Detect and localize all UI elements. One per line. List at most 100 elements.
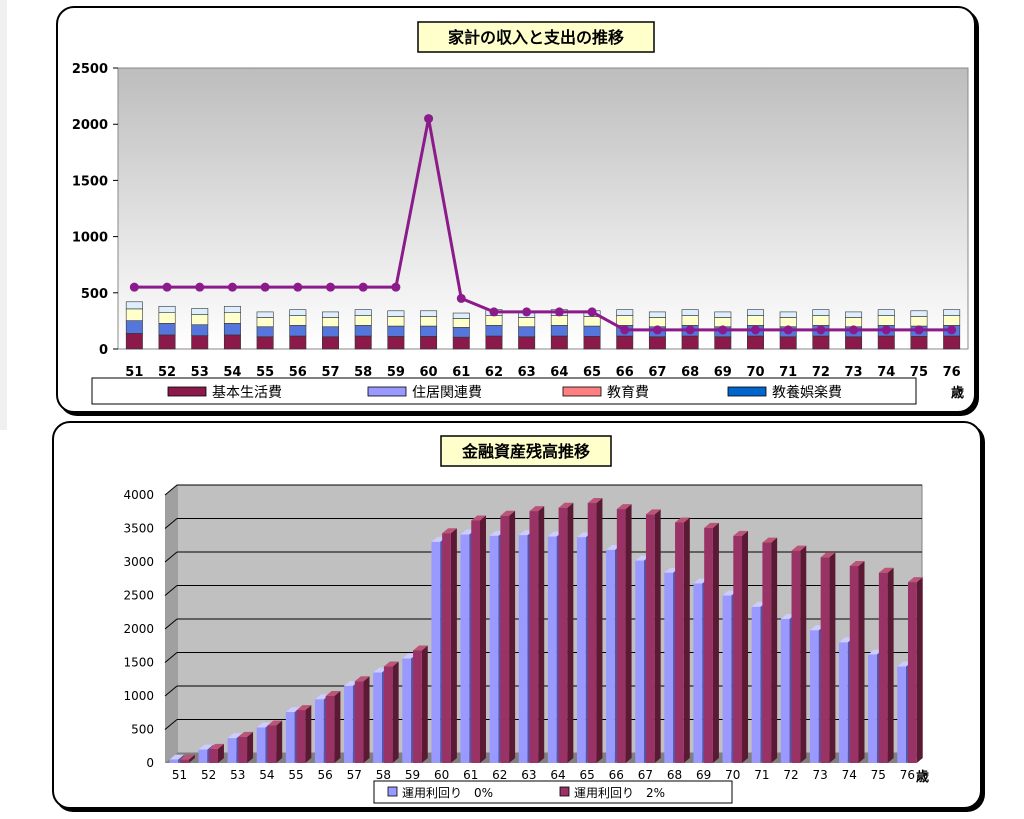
bar-segment xyxy=(420,316,438,327)
bar-segment xyxy=(714,317,732,328)
income-expense-chart-panel: 家計の収入と支出の推移 0 500 1000 1500 2000 2500 51 52 53 5… xyxy=(56,6,976,413)
plot-area xyxy=(117,67,969,350)
bar-side xyxy=(421,645,428,763)
line-point xyxy=(456,293,466,303)
bar-front xyxy=(296,710,306,763)
bar-segment xyxy=(877,309,895,316)
gridline-side xyxy=(164,518,178,529)
x-unit-label: 歳 xyxy=(951,385,964,401)
line-point xyxy=(162,282,172,292)
bar-segment xyxy=(583,336,601,350)
y-tick-label: 500 xyxy=(81,287,108,302)
bar xyxy=(267,720,283,763)
stacked-bar xyxy=(289,309,307,350)
bar-segment xyxy=(223,323,241,336)
line-point xyxy=(849,325,859,335)
x-tick-label: 72 xyxy=(812,365,830,380)
bar-segment xyxy=(387,336,405,350)
bar-top xyxy=(878,567,894,573)
bar-segment xyxy=(191,324,209,336)
bar-front xyxy=(209,748,218,763)
bar-segment xyxy=(550,325,568,337)
x-tick-label: 67 xyxy=(638,768,653,782)
bar-front xyxy=(373,672,382,763)
x-tick-label: 62 xyxy=(485,365,503,380)
bar-segment xyxy=(322,336,339,350)
bar-front xyxy=(169,759,179,763)
bar-segment xyxy=(779,317,797,328)
bar-segment xyxy=(910,310,928,317)
x-tick-label: 60 xyxy=(420,365,438,380)
x-tick-label: 76 xyxy=(900,768,915,782)
bar-front xyxy=(839,642,848,763)
bar-top xyxy=(180,754,195,760)
bar-front xyxy=(413,650,422,763)
legend-item: 基本生活費 xyxy=(167,384,282,401)
bar-front xyxy=(791,550,801,763)
bar-front xyxy=(198,749,208,763)
line-point xyxy=(685,325,695,335)
bar-segment xyxy=(354,325,372,337)
gridline-side xyxy=(164,719,178,730)
legend-label: 住居関連費 xyxy=(412,385,482,401)
bar xyxy=(878,567,894,763)
bar-side xyxy=(771,537,778,763)
x-tick-label: 66 xyxy=(609,768,624,782)
income-line xyxy=(134,118,952,332)
legend-swatch xyxy=(167,386,207,397)
bar-front xyxy=(809,630,819,763)
bar-front xyxy=(354,681,364,763)
x-tick-label: 73 xyxy=(812,768,827,782)
bar-side xyxy=(276,720,283,763)
y-tick-label: 3000 xyxy=(123,555,154,569)
bar-segment xyxy=(812,315,830,326)
x-tick-label: 74 xyxy=(842,768,857,782)
x-tick-label: 52 xyxy=(158,365,176,380)
y-tick-label: 500 xyxy=(131,723,154,737)
bar-top xyxy=(849,561,865,567)
bar-front xyxy=(878,572,888,763)
line-point xyxy=(620,325,630,335)
bar-segment xyxy=(191,335,209,350)
bar xyxy=(675,517,690,763)
bar-side xyxy=(654,509,661,763)
bar-front xyxy=(267,725,277,763)
stacked-bar xyxy=(354,309,372,350)
bar-segment xyxy=(485,325,503,337)
x-tick-label: 71 xyxy=(754,768,769,782)
bar-side xyxy=(450,528,457,763)
bar-front xyxy=(606,549,615,763)
bar-segment xyxy=(420,336,438,350)
bar xyxy=(733,530,749,763)
bar-segment xyxy=(125,320,143,334)
bar-segment xyxy=(681,309,699,316)
bar-segment xyxy=(223,312,241,324)
stacked-bar xyxy=(125,301,143,350)
bar-segment xyxy=(158,312,176,324)
bar-segment xyxy=(648,336,666,350)
bar-top xyxy=(209,743,224,749)
bar-segment xyxy=(452,327,470,338)
bar-segment xyxy=(485,315,503,326)
bar-top xyxy=(675,517,690,523)
bar xyxy=(383,661,399,763)
bar-top xyxy=(238,731,254,737)
bar-segment xyxy=(125,333,143,350)
line-point xyxy=(587,307,597,317)
bar-side xyxy=(247,731,254,763)
bar-side xyxy=(217,743,224,763)
line-point xyxy=(260,282,270,292)
x-tick-label: 61 xyxy=(463,768,478,782)
x-tick-label: 60 xyxy=(434,768,449,782)
chart-title-box: 家計の収入と支出の推移 xyxy=(417,21,655,53)
bar-front xyxy=(227,738,237,763)
legend-swatch xyxy=(559,786,570,797)
bar-segment xyxy=(420,310,438,317)
bar-segment xyxy=(256,336,274,350)
chart-title: 金融資産残高推移 xyxy=(461,442,590,461)
bar xyxy=(587,498,603,763)
bar-front xyxy=(518,535,528,763)
y-tick-label: 2000 xyxy=(72,118,108,133)
line-point xyxy=(816,325,826,335)
bar-top xyxy=(471,515,486,521)
